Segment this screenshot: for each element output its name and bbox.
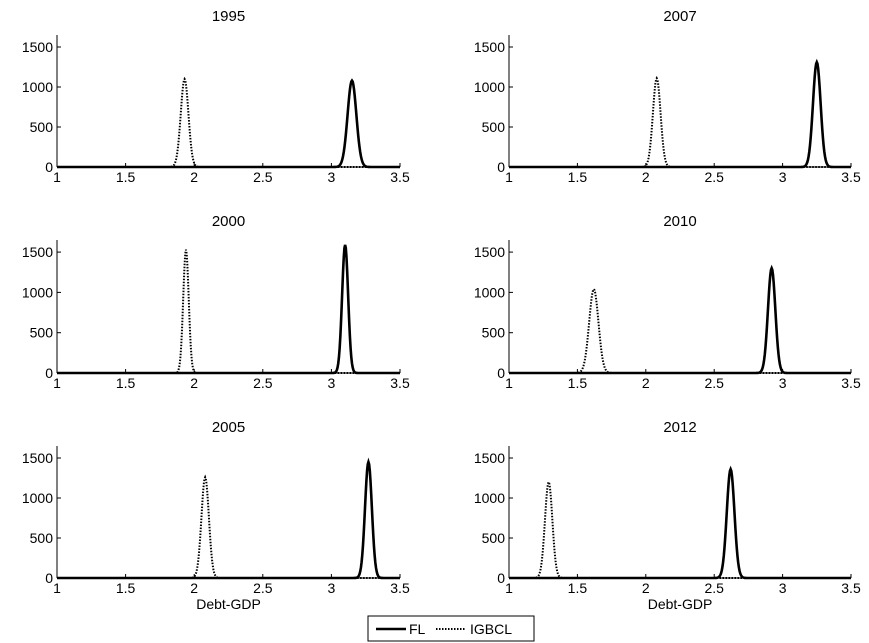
y-tick-label: 1000	[22, 284, 53, 300]
x-axis-label: Debt-GDP	[196, 596, 261, 612]
y-tick-label: 500	[30, 119, 54, 135]
y-tick-label: 1000	[474, 79, 505, 95]
series-line-IGBCL	[57, 249, 400, 374]
x-tick-label: 2	[190, 169, 198, 185]
y-tick-label: 0	[45, 365, 53, 381]
x-tick-label: 3	[328, 375, 336, 391]
y-tick-label: 1000	[22, 490, 53, 506]
x-tick-label: 2.5	[704, 169, 724, 185]
x-tick-label: 3.5	[390, 375, 410, 391]
y-tick-label: 1500	[474, 39, 505, 55]
x-tick-label: 2	[642, 375, 650, 391]
x-tick-label: 1	[505, 375, 513, 391]
y-tick-label: 1500	[474, 450, 505, 466]
x-tick-label: 1.5	[116, 375, 136, 391]
y-tick-label: 0	[45, 570, 53, 586]
y-tick-label: 500	[482, 325, 506, 341]
x-axis-label: Debt-GDP	[648, 596, 713, 612]
y-tick-label: 0	[45, 159, 53, 175]
series-line-FL	[57, 457, 400, 580]
x-tick-label: 2	[642, 580, 650, 596]
series-line-FL	[57, 244, 400, 375]
panel-title: 2005	[212, 419, 245, 436]
x-tick-label: 3.5	[390, 169, 410, 185]
x-tick-label: 3	[779, 169, 787, 185]
y-tick-label: 0	[497, 570, 505, 586]
panel-2000: 2000 1 1.5 2 2.5 3 3.5 0 500 1000 1500	[22, 213, 410, 391]
x-tick-label: 1	[505, 580, 513, 596]
x-tick-label: 1	[53, 169, 61, 185]
x-tick-label: 2	[190, 375, 198, 391]
y-tick-label: 1500	[22, 39, 53, 55]
y-tick-label: 500	[30, 530, 54, 546]
y-tick-label: 1000	[474, 490, 505, 506]
y-tick-label: 500	[482, 119, 506, 135]
series-line-IGBCL	[509, 479, 851, 579]
x-tick-label: 2.5	[253, 169, 273, 185]
series-line-IGBCL	[509, 75, 851, 168]
panel-2010: 2010 1 1.5 2 2.5 3 3.5 0 500 1000 1500	[474, 213, 861, 391]
panel-2012: 2012 1 1.5 2 2.5 3 3.5 0 500 1000 1500 Debt-GDP	[474, 419, 861, 612]
y-tick-label: 1500	[22, 450, 53, 466]
x-tick-label: 2.5	[704, 375, 724, 391]
x-tick-label: 2	[642, 169, 650, 185]
y-tick-label: 0	[497, 365, 505, 381]
x-tick-label: 1	[505, 169, 513, 185]
x-tick-label: 3.5	[390, 580, 410, 596]
panel-title: 2007	[663, 8, 696, 25]
panel-title: 2012	[663, 419, 696, 436]
panel-title: 2000	[212, 213, 245, 230]
x-tick-label: 1.5	[568, 169, 588, 185]
x-tick-label: 2.5	[704, 580, 724, 596]
x-tick-label: 1.5	[116, 169, 136, 185]
x-tick-label: 3.5	[841, 580, 861, 596]
y-tick-label: 500	[30, 325, 54, 341]
x-tick-label: 2	[190, 580, 198, 596]
x-tick-label: 1.5	[568, 580, 588, 596]
x-tick-label: 3	[328, 580, 336, 596]
series-line-IGBCL	[57, 474, 400, 579]
x-tick-label: 1.5	[116, 580, 136, 596]
legend-label-IGBCL: IGBCL	[470, 621, 512, 637]
legend-label-FL: FL	[409, 621, 426, 637]
panel-2005: 2005 1 1.5 2 2.5 3 3.5 0 500 1000 1500 Debt-GDP	[22, 419, 410, 612]
y-tick-label: 0	[497, 159, 505, 175]
y-tick-label: 1500	[474, 244, 505, 260]
x-tick-label: 3.5	[841, 375, 861, 391]
y-tick-label: 1000	[474, 284, 505, 300]
series-line-FL	[57, 78, 400, 169]
x-tick-label: 2.5	[253, 580, 273, 596]
x-tick-label: 3	[779, 375, 787, 391]
x-tick-label: 1.5	[568, 375, 588, 391]
panel-2007: 2007 1 1.5 2 2.5 3 3.5 0 500 1000 1500	[474, 8, 861, 185]
series-line-FL	[509, 264, 851, 375]
series-line-IGBCL	[509, 287, 851, 374]
series-line-IGBCL	[57, 76, 400, 168]
y-tick-label: 500	[482, 530, 506, 546]
panel-title: 2010	[663, 213, 696, 230]
x-tick-label: 1	[53, 580, 61, 596]
panel-1995: 1995 1 1.5 2 2.5 3 3.5 0 500 1000 1500	[22, 8, 410, 185]
panel-title: 1995	[212, 8, 245, 25]
x-tick-label: 1	[53, 375, 61, 391]
x-tick-label: 3	[779, 580, 787, 596]
series-line-FL	[509, 58, 851, 169]
x-tick-label: 3.5	[841, 169, 861, 185]
y-tick-label: 1000	[22, 79, 53, 95]
x-tick-label: 3	[328, 169, 336, 185]
series-line-FL	[509, 465, 851, 580]
legend: FL IGBCL	[367, 615, 535, 642]
x-tick-label: 2.5	[253, 375, 273, 391]
y-tick-label: 1500	[22, 244, 53, 260]
